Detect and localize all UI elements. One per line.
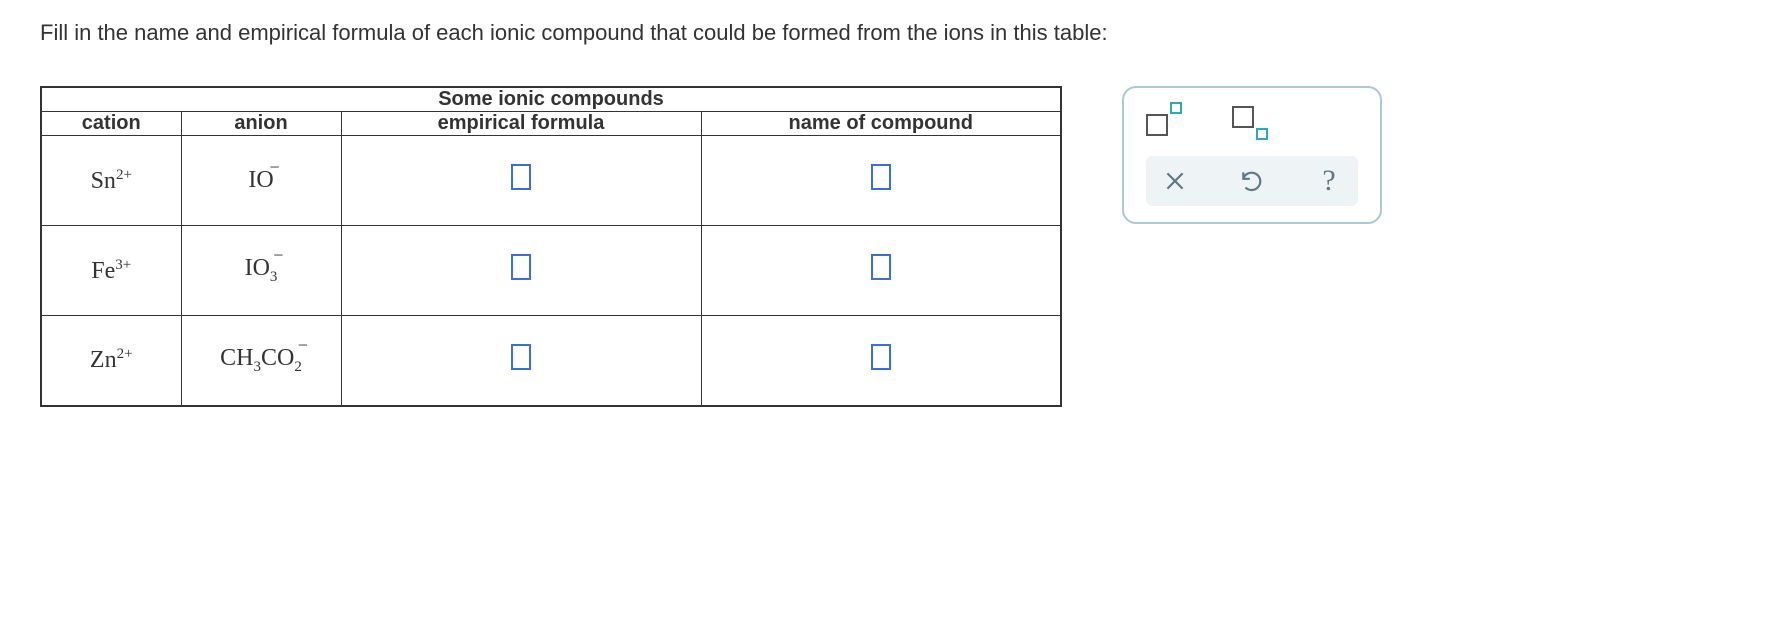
anion-charge: − (273, 245, 283, 266)
formula-input[interactable] (511, 344, 531, 370)
undo-icon (1239, 168, 1265, 194)
cation-charge: 2+ (117, 346, 133, 362)
cation-base: Sn (91, 168, 116, 194)
table-row: Zn2+ CH3CO2 − (41, 316, 1061, 406)
name-input-cell (701, 316, 1061, 406)
help-button[interactable]: ? (1314, 166, 1344, 196)
name-input[interactable] (871, 344, 891, 370)
question-icon: ? (1322, 164, 1335, 198)
anion-sub: 3 (270, 269, 278, 285)
reset-button[interactable] (1237, 166, 1267, 196)
table-row: Sn2+ IO− (41, 136, 1061, 226)
cation-base: Fe (91, 258, 115, 284)
cation-base: Zn (90, 347, 117, 373)
cation-charge: 3+ (115, 257, 131, 273)
formula-input[interactable] (511, 164, 531, 190)
cation-charge: 2+ (116, 167, 132, 183)
ionic-compounds-table: Some ionic compounds cation anion empiri… (40, 86, 1062, 407)
name-input[interactable] (871, 254, 891, 280)
tool-row-actions: ? (1146, 156, 1358, 206)
anion-sub-2: 2 (294, 359, 302, 375)
cation-cell: Zn2+ (41, 316, 181, 406)
anion-cell: IO3 − (181, 226, 341, 316)
clear-button[interactable] (1160, 166, 1190, 196)
anion-base-1: CH (220, 345, 253, 371)
anion-cell: IO− (181, 136, 341, 226)
subscript-button[interactable] (1232, 106, 1268, 136)
cation-cell: Sn2+ (41, 136, 181, 226)
header-formula: empirical formula (341, 112, 701, 136)
anion-charge: − (298, 335, 308, 356)
tool-panel: ? (1122, 86, 1382, 224)
cation-cell: Fe3+ (41, 226, 181, 316)
tool-row-format (1146, 106, 1358, 136)
formula-input-cell (341, 316, 701, 406)
anion-base-2: CO (261, 345, 294, 371)
content-row: Some ionic compounds cation anion empiri… (40, 86, 1746, 407)
table-title: Some ionic compounds (41, 87, 1061, 112)
anion-charge: − (270, 157, 280, 178)
x-icon (1162, 168, 1188, 194)
anion-cell: CH3CO2 − (181, 316, 341, 406)
name-input-cell (701, 226, 1061, 316)
anion-base: IO (245, 255, 270, 281)
question-prompt: Fill in the name and empirical formula o… (40, 20, 1746, 46)
header-name: name of compound (701, 112, 1061, 136)
table-row: Fe3+ IO3 − (41, 226, 1061, 316)
formula-input-cell (341, 136, 701, 226)
superscript-button[interactable] (1146, 106, 1182, 136)
anion-sub-1: 3 (254, 359, 262, 375)
header-anion: anion (181, 112, 341, 136)
name-input[interactable] (871, 164, 891, 190)
name-input-cell (701, 136, 1061, 226)
header-cation: cation (41, 112, 181, 136)
formula-input-cell (341, 226, 701, 316)
formula-input[interactable] (511, 254, 531, 280)
